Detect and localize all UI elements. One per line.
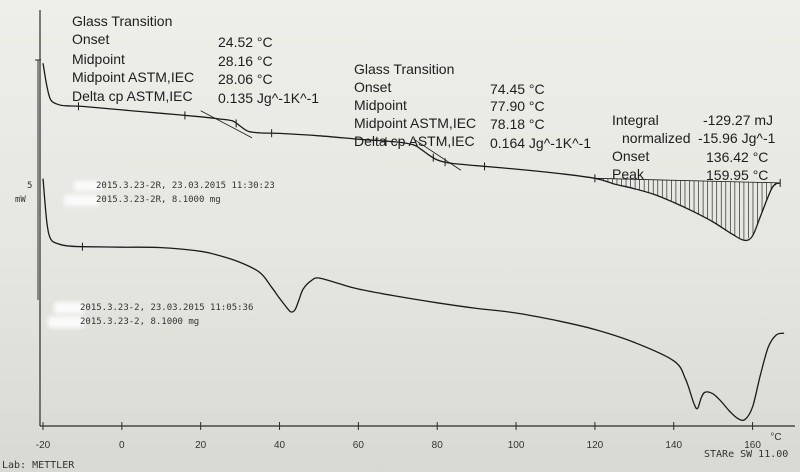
redaction-blur bbox=[74, 181, 102, 191]
annotation-3-label: Integral bbox=[612, 112, 659, 128]
annotation-3-value: -129.27 mJ bbox=[703, 112, 774, 128]
annotation-1-label: Delta cp ASTM,IEC bbox=[72, 88, 193, 104]
x-tick-label: 0 bbox=[119, 440, 125, 451]
annotation-1-value: 28.16 °C bbox=[218, 53, 273, 69]
footer-software: STARe SW 11.00 bbox=[704, 449, 789, 460]
annotation-3-value: -15.96 Jg^-1 bbox=[698, 130, 776, 146]
redaction-blur bbox=[64, 195, 100, 206]
annotation-2-value: 0.164 Jg^-1K^-1 bbox=[490, 135, 592, 151]
annotation-2-label: Delta cp ASTM,IEC bbox=[354, 133, 475, 149]
curves bbox=[42, 63, 785, 422]
x-axis-ticks bbox=[42, 422, 754, 430]
annotation-3-label: normalized bbox=[622, 130, 691, 146]
annotation-2-label: Onset bbox=[354, 79, 392, 95]
annotation-2-title: Glass Transition bbox=[354, 61, 455, 77]
x-tick-label: 120 bbox=[586, 440, 604, 451]
x-axis-unit-label: °C bbox=[770, 432, 782, 443]
x-tick-label: 40 bbox=[273, 440, 286, 451]
annotation-1-label: Onset bbox=[72, 31, 110, 47]
plot-frame bbox=[35, 10, 795, 427]
annotation-1-label: Midpoint ASTM,IEC bbox=[72, 69, 195, 85]
annotation-3-label: Peak bbox=[612, 166, 644, 182]
series-1-sample-info: 2015.3.23-2R, 8.1000 mg bbox=[96, 195, 221, 205]
annotation-1-value: 28.06 °C bbox=[218, 71, 273, 87]
series-2-line bbox=[42, 178, 785, 422]
annotation-3-label: Onset bbox=[612, 148, 650, 164]
x-tick-label: 100 bbox=[507, 440, 525, 451]
series-2-legend: 2015.3.23-2, 23.03.2015 11:05:36 bbox=[80, 303, 254, 313]
annotation-2-value: 78.18 °C bbox=[490, 116, 545, 132]
footer-lab: Lab: METTLER bbox=[2, 460, 75, 471]
redaction-blur bbox=[54, 302, 84, 314]
series-1-line bbox=[42, 63, 781, 242]
x-tick-label: 60 bbox=[352, 440, 364, 451]
x-tick-label: 140 bbox=[665, 440, 683, 451]
integration-baseline bbox=[594, 177, 781, 184]
x-tick-label: -20 bbox=[35, 440, 51, 451]
annotation-2-value: 74.45 °C bbox=[490, 81, 545, 97]
annotation-1-label: Midpoint bbox=[72, 51, 125, 67]
x-tick-label: 20 bbox=[195, 440, 207, 451]
scale-bar-unit: mW bbox=[15, 195, 26, 205]
annotation-2-label: Midpoint ASTM,IEC bbox=[354, 115, 477, 131]
curve-markers bbox=[77, 102, 781, 251]
integration-hatch bbox=[594, 177, 781, 241]
series-1-legend: 2015.3.23-2R, 23.03.2015 11:30:23 bbox=[96, 181, 275, 191]
annotation-3-value: 136.42 °C bbox=[706, 149, 769, 165]
annotation-1-value: 24.52 °C bbox=[218, 34, 273, 50]
annotation-2-label: Midpoint bbox=[354, 97, 407, 113]
x-tick-label: 80 bbox=[431, 440, 443, 451]
x-tick-label: 160 bbox=[744, 440, 761, 451]
tangent-line bbox=[200, 110, 253, 139]
annotation-3-value: 159.95 °C bbox=[706, 167, 769, 183]
annotation-2-value: 77.90 °C bbox=[490, 98, 545, 114]
tangent-line bbox=[413, 138, 462, 171]
annotation-1-title: Glass Transition bbox=[72, 13, 173, 29]
series-2-sample-info: 2015.3.23-2, 8.1000 mg bbox=[80, 317, 200, 327]
redaction-blur bbox=[48, 316, 84, 328]
scale-bar-value: 5 bbox=[27, 181, 33, 191]
annotation-1-value: 0.135 Jg^-1K^-1 bbox=[218, 90, 320, 106]
